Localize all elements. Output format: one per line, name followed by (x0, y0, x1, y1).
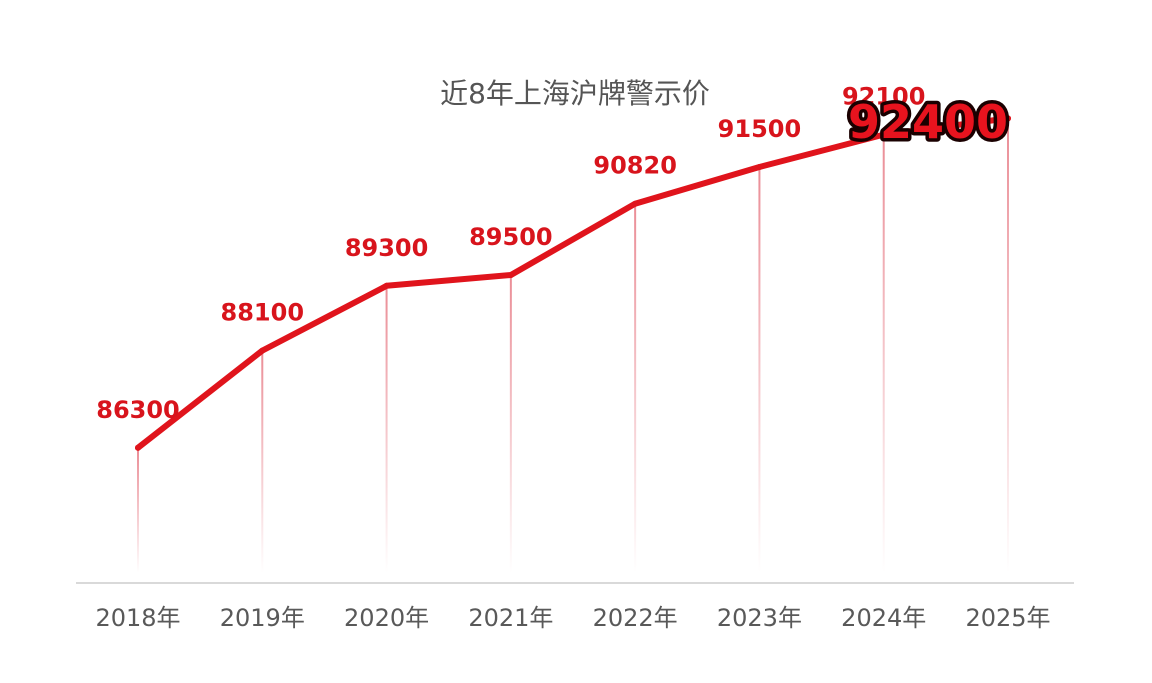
data-label-2022年: 90820 (593, 152, 677, 180)
x-tick-label: 2023年 (717, 604, 802, 632)
drop-line-2023年 (758, 167, 761, 573)
data-label-2024年: 92100 (842, 83, 926, 111)
x-tick-label: 2019年 (220, 604, 305, 632)
data-point-2022年 (632, 200, 639, 207)
data-point-2020年 (383, 282, 390, 289)
data-point-2018年 (135, 444, 141, 451)
drop-line-2021年 (509, 275, 512, 573)
data-label-2018年: 86300 (96, 396, 180, 424)
data-label-2019年: 88100 (221, 299, 305, 327)
x-tick-label: 2022年 (593, 604, 678, 632)
series-line-layer (135, 115, 1011, 451)
x-tick-label: 2020年 (344, 604, 429, 632)
data-label-2023年: 91500 (718, 115, 802, 143)
x-tick-label: 2021年 (468, 604, 553, 632)
drop-line-2020年 (385, 285, 388, 573)
x-tick-label: 2018年 (95, 604, 180, 632)
x-tick-label: 2025年 (965, 604, 1050, 632)
x-tick-label: 2024年 (841, 604, 926, 632)
data-point-2024年 (880, 131, 887, 138)
chart-title: 近8年上海沪牌警示价 (440, 77, 710, 110)
x-axis-ticks: 2018年 2019年 2020年 2021年 2022年 2023年 2024年 2025年 (95, 604, 1050, 632)
series-line (135, 115, 1011, 451)
data-point-2025年 (1005, 115, 1011, 122)
data-point-2021年 (507, 272, 514, 278)
data-point-2019年 (259, 347, 266, 354)
data-point-2023年 (756, 164, 763, 170)
data-label-2020年: 89300 (345, 234, 429, 262)
drop-lines (137, 118, 1009, 574)
data-label-2021年: 89500 (469, 223, 553, 251)
highlight-value-label: 92400 (848, 95, 1008, 149)
drop-line-2019年 (261, 350, 264, 573)
drop-line-2025年 (1007, 118, 1009, 574)
drop-line-2024年 (882, 134, 885, 573)
drop-line-2018年 (137, 447, 139, 573)
drop-line-2022年 (634, 203, 637, 573)
